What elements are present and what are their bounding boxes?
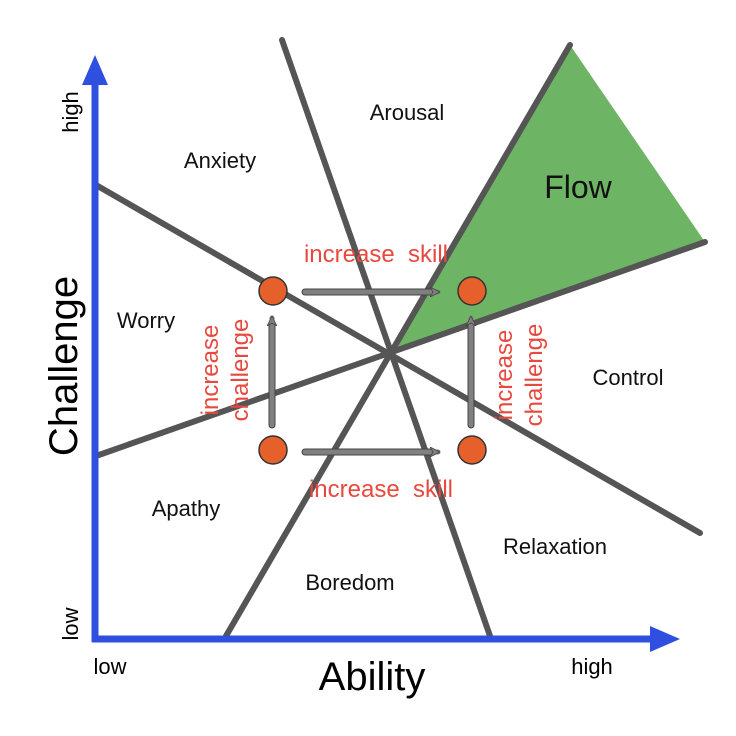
x-axis-high-label: high — [571, 654, 613, 679]
annotation-increase-challenge-right-1: increase — [491, 330, 518, 421]
divider-line-arousal — [279, 37, 493, 639]
annotation-increase-skill-top: increase skill — [304, 241, 448, 268]
region-label-arousal: Arousal — [370, 100, 445, 125]
region-label-anxiety: Anxiety — [184, 148, 256, 173]
state-dot-top-left — [258, 276, 288, 306]
y-axis-label: Challenge — [42, 276, 86, 456]
region-label-boredom: Boredom — [305, 570, 394, 595]
state-dot-bottom-left — [258, 435, 288, 465]
annotation-increase-challenge-left-2: challenge — [227, 319, 254, 422]
y-axis-high-label: high — [58, 91, 83, 133]
state-dot-bottom-right — [457, 435, 487, 465]
annotation-increase-skill-bottom: increase skill — [309, 476, 453, 503]
divider-line-worry — [93, 182, 703, 536]
x-axis-arrow-icon — [650, 626, 680, 652]
region-label-flow: Flow — [544, 169, 612, 205]
x-axis-low-label: low — [93, 654, 126, 679]
annotation-increase-challenge-right-2: challenge — [521, 324, 548, 427]
divider-line-apathy — [93, 239, 708, 459]
region-label-apathy: Apathy — [152, 496, 221, 521]
region-label-control: Control — [593, 365, 664, 390]
region-label-relaxation: Relaxation — [503, 534, 607, 559]
y-axis-arrow-icon — [82, 55, 108, 85]
x-axis-label: Ability — [319, 655, 426, 699]
annotation-increase-challenge-left-1: increase — [197, 325, 224, 416]
y-axis-low-label: low — [58, 607, 83, 640]
region-label-worry: Worry — [117, 308, 175, 333]
state-dot-top-right — [457, 276, 487, 306]
divider-line-boredom — [223, 42, 573, 639]
